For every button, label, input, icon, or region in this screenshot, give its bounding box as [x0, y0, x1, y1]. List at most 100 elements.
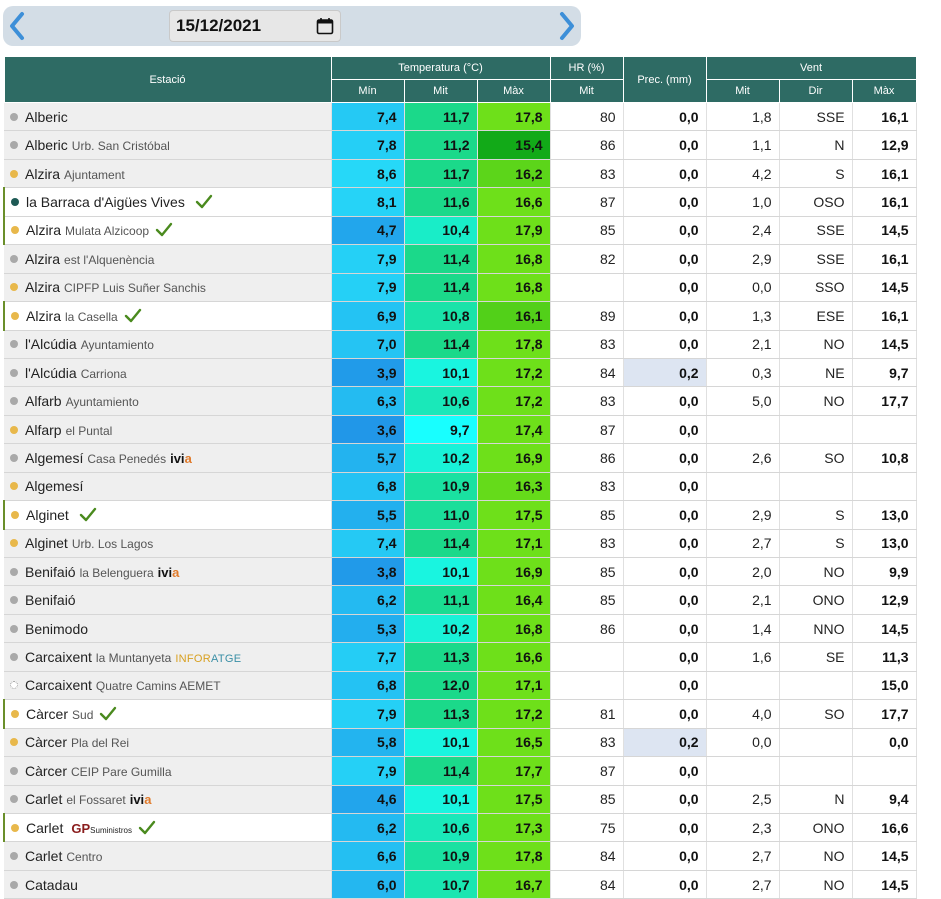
table-row[interactable]: Alfarp el Puntal 3,6 9,7 17,4 87 0,0 [4, 415, 917, 445]
table-row[interactable]: Benimodo 5,3 10,2 16,8 86 0,0 1,4 NNO 14,5 [4, 614, 917, 644]
header-wind-max[interactable]: Màx [851, 79, 917, 103]
station-name[interactable]: Algemesí [25, 478, 84, 495]
wind-dir-cell: S [779, 159, 853, 189]
station-name[interactable]: Carlet [26, 819, 64, 836]
station-name[interactable]: Alzira [25, 165, 61, 182]
station-name[interactable]: Alberic [25, 137, 68, 154]
station-name[interactable]: Carlet [25, 791, 63, 808]
station-cell[interactable]: Càrcer Pla del Rei [4, 728, 332, 758]
station-name[interactable]: Càrcer [25, 762, 68, 779]
table-row[interactable]: Càrcer Sud 7,9 11,3 17,2 81 0,0 4,0 SO 17,7 [3, 699, 917, 729]
station-cell[interactable]: Alzira est l'Alquenència [4, 244, 332, 274]
station-name[interactable]: Carcaixent [25, 677, 92, 694]
table-row[interactable]: Algemesí 6,8 10,9 16,3 83 0,0 [4, 472, 917, 502]
station-cell[interactable]: Benimodo [4, 614, 332, 644]
station-cell[interactable]: Algemesí Casa Penedés ivia [4, 443, 332, 473]
header-temp-min[interactable]: Mín [330, 79, 405, 103]
station-cell[interactable]: Benifaió la Belenguera ivia [4, 557, 332, 587]
table-row[interactable]: Carlet GPSuministros 6,2 10,6 17,3 75 0,0 2,3 ON… [3, 813, 917, 843]
station-name[interactable]: Alzira [26, 222, 62, 239]
station-cell[interactable]: Alberic Urb. San Cristóbal [4, 130, 332, 160]
station-cell[interactable]: Alfarb Ayuntamiento [4, 386, 332, 416]
station-name[interactable]: Alginet [25, 535, 68, 552]
station-name[interactable]: Benifaió [25, 563, 76, 580]
table-row[interactable]: Benifaió la Belenguera ivia 3,8 10,1 16,9 85 0,… [4, 557, 917, 587]
station-cell[interactable]: Alginet Urb. Los Lagos [4, 529, 332, 559]
table-row[interactable]: Alzira Ajuntament 8,6 11,7 16,2 83 0,0 4,2 S 16,1 [4, 159, 917, 189]
table-row[interactable]: Alginet Urb. Los Lagos 7,4 11,4 17,1 83 0,0 2,7… [4, 529, 917, 559]
humidity-cell: 84 [550, 358, 624, 388]
station-name[interactable]: Alberic [25, 108, 68, 125]
calendar-icon[interactable] [316, 17, 334, 35]
next-day-button[interactable] [553, 6, 581, 46]
station-cell[interactable]: Catadau [4, 870, 332, 899]
table-row[interactable]: Alfarb Ayuntamiento 6,3 10,6 17,2 83 0,0 5,0 NO 1… [4, 386, 917, 416]
station-name[interactable]: Carcaixent [25, 649, 92, 666]
station-cell[interactable]: Benifaió [4, 585, 332, 615]
table-row[interactable]: Alberic 7,4 11,7 17,8 80 0,0 1,8 SSE 16,1 [4, 102, 917, 132]
table-row[interactable]: Càrcer CEIP Pare Gumilla 7,9 11,4 17,7 87 0,0 [4, 756, 917, 786]
station-name[interactable]: Alfarp [25, 421, 62, 438]
station-cell[interactable]: Alginet [3, 500, 332, 530]
station-cell[interactable]: l'Alcúdia Ayuntamiento [4, 330, 332, 359]
station-name[interactable]: la Barraca d'Aigües Vives [26, 194, 185, 211]
table-row[interactable]: Carlet el Fossaret ivia 4,6 10,1 17,5 85 0,0 2,5… [4, 785, 917, 814]
wind-dir-cell: ONO [779, 813, 853, 843]
station-cell[interactable]: Càrcer CEIP Pare Gumilla [4, 756, 332, 786]
station-cell[interactable]: Alzira la Casella [3, 301, 332, 331]
header-precipitation[interactable]: Prec. (mm) [622, 56, 707, 103]
table-row[interactable]: Carcaixent Quatre Camins AEMET 6,8 12,0 17,1… [4, 671, 917, 701]
table-row[interactable]: Benifaió 6,2 11,1 16,4 85 0,0 2,1 ONO 12,9 [4, 585, 917, 615]
header-hr-mit[interactable]: Mit [549, 79, 624, 103]
station-name[interactable]: Alzira [25, 279, 61, 296]
station-cell[interactable]: Carlet Centro [4, 841, 332, 871]
table-row[interactable]: Alzira la Casella 6,9 10,8 16,1 89 0,0 1,3 ESE 16… [3, 301, 917, 331]
header-temp-mit[interactable]: Mit [403, 79, 478, 103]
station-name[interactable]: Càrcer [26, 705, 69, 722]
table-row[interactable]: Catadau 6,0 10,7 16,7 84 0,0 2,7 NO 14,5 [4, 870, 917, 899]
station-name[interactable]: Alzira [25, 250, 61, 267]
station-cell[interactable]: Alzira Mulata Alzicoop [3, 216, 332, 246]
station-cell[interactable]: Alzira Ajuntament [4, 159, 332, 189]
station-cell[interactable]: Carlet GPSuministros [3, 813, 332, 843]
station-cell[interactable]: la Barraca d'Aigües Vives [3, 187, 332, 217]
station-name[interactable]: Càrcer [25, 734, 68, 751]
station-cell[interactable]: Càrcer Sud [3, 699, 332, 729]
table-row[interactable]: Alzira Mulata Alzicoop 4,7 10,4 17,9 85 0,0 2,4… [3, 216, 917, 246]
station-cell[interactable]: Carcaixent la Muntanyeta INFORATGE [4, 642, 332, 672]
table-row[interactable]: Càrcer Pla del Rei 5,8 10,1 16,5 83 0,2 0,0 0,0 [4, 728, 917, 758]
previous-day-button[interactable] [3, 6, 31, 46]
station-cell[interactable]: l'Alcúdia Carriona [4, 358, 332, 388]
station-cell[interactable]: Alfarp el Puntal [4, 415, 332, 445]
station-name[interactable]: Catadau [25, 876, 78, 893]
table-row[interactable]: Alzira est l'Alquenència 7,9 11,4 16,8 82 0,0 2… [4, 244, 917, 274]
station-name[interactable]: l'Alcúdia [25, 336, 77, 353]
station-name[interactable]: Benimodo [25, 620, 89, 637]
station-name[interactable]: l'Alcúdia [25, 364, 77, 381]
station-cell[interactable]: Alberic [4, 102, 332, 132]
station-name[interactable]: Alfarb [25, 393, 62, 410]
header-wind-dir[interactable]: Dir [778, 79, 853, 103]
station-cell[interactable]: Carcaixent Quatre Camins AEMET [4, 671, 332, 701]
station-name[interactable]: Alzira [26, 307, 62, 324]
table-row[interactable]: l'Alcúdia Ayuntamiento 7,0 11,4 17,8 83 0,0 2,1… [4, 330, 917, 359]
header-wind-mit[interactable]: Mit [705, 79, 780, 103]
date-input[interactable]: 15/12/2021 [169, 10, 341, 42]
station-cell[interactable]: Algemesí [4, 472, 332, 502]
table-row[interactable]: Alberic Urb. San Cristóbal 7,8 11,2 15,4 86 0,… [4, 130, 917, 160]
table-row[interactable]: Carlet Centro 6,6 10,9 17,8 84 0,0 2,7 NO 14,5 [4, 841, 917, 871]
header-temp-max[interactable]: Màx [476, 79, 551, 103]
header-station[interactable]: Estació [3, 56, 332, 103]
station-name[interactable]: Alginet [26, 506, 69, 523]
table-row[interactable]: Alzira CIPFP Luis Suñer Sanchis 7,9 11,4 16,… [4, 273, 917, 303]
table-row[interactable]: l'Alcúdia Carriona 3,9 10,1 17,2 84 0,2 0,3 NE 9,… [4, 358, 917, 388]
station-name[interactable]: Carlet [25, 848, 63, 865]
station-cell[interactable]: Carlet el Fossaret ivia [4, 785, 332, 814]
station-name[interactable]: Algemesí [25, 449, 84, 466]
table-row[interactable]: la Barraca d'Aigües Vives 8,1 11,6 16,6 87 0,… [3, 187, 917, 217]
table-row[interactable]: Carcaixent la Muntanyeta INFORATGE 7,7 11,3 1… [4, 642, 917, 672]
station-cell[interactable]: Alzira CIPFP Luis Suñer Sanchis [4, 273, 332, 303]
station-name[interactable]: Benifaió [25, 592, 76, 609]
table-row[interactable]: Alginet 5,5 11,0 17,5 85 0,0 2,9 S 13,0 [3, 500, 917, 530]
table-row[interactable]: Algemesí Casa Penedés ivia 5,7 10,2 16,9 86 0,0… [4, 443, 917, 473]
